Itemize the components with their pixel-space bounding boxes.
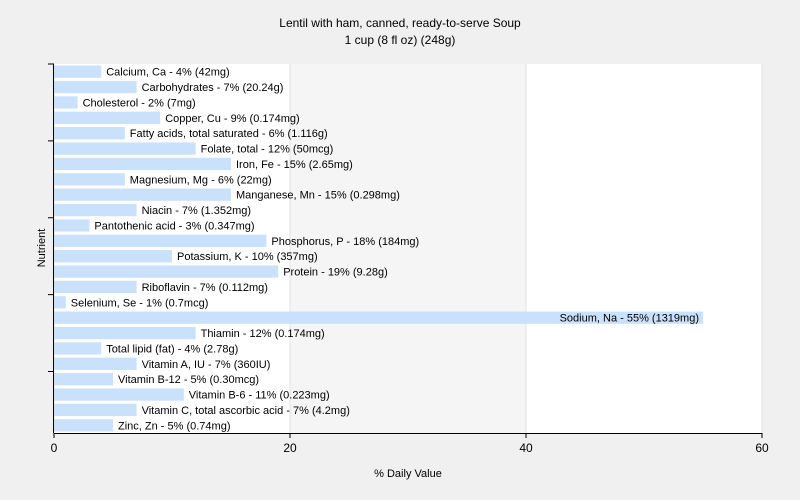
bar [54,326,196,340]
bar [54,280,137,294]
bar-label: Iron, Fe - 15% (2.65mg) [236,159,353,171]
bar [54,142,196,155]
bar-label: Manganese, Mn - 15% (0.298mg) [236,190,400,202]
bar [54,311,703,324]
x-tick-label: 0 [51,441,58,455]
bar-label: Calcium, Ca - 4% (42mg) [106,67,229,79]
bar [54,296,66,309]
bar-label: Zinc, Zn - 5% (0.74mg) [118,420,230,432]
bar [54,234,267,247]
plot-band [526,64,762,433]
x-tick-label: 60 [755,441,769,455]
bar [54,127,125,140]
bar-label: Thiamin - 12% (0.174mg) [201,328,325,340]
bar [54,357,137,370]
bar-label: Vitamin B-12 - 5% (0.30mcg) [118,374,259,386]
bar-label: Protein - 19% (9.28g) [283,267,388,279]
bar-label: Cholesterol - 2% (7mg) [83,97,196,109]
bar-label: Vitamin A, IU - 7% (360IU) [142,359,271,371]
x-tick-label: 40 [519,441,533,455]
plot-band [54,64,290,433]
bar [54,173,125,186]
bar-label: Magnesium, Mg - 6% (22mg) [130,174,272,186]
bar [54,342,102,355]
bar-label: Riboflavin - 7% (0.112mg) [142,282,268,294]
bar-label: Copper, Cu - 9% (0.174mg) [165,113,300,125]
bar-label: Carbohydrates - 7% (20.24g) [142,82,284,94]
bar-label: Selenium, Se - 1% (0.7mcg) [71,297,209,309]
bar-label: Pantothenic acid - 3% (0.347mg) [94,220,254,232]
bar-label: Folate, total - 12% (50mcg) [201,144,334,156]
bar [54,219,90,232]
bar-label: Vitamin B-6 - 11% (0.223mg) [189,390,330,402]
x-axis: 0 20 40 60 [51,433,769,455]
bar [54,250,172,263]
plot-band [290,64,526,433]
y-axis [48,63,54,433]
bar-label: Sodium, Na - 55% (1319mg) [560,313,699,325]
bar [54,403,137,417]
bar-label: Total lipid (fat) - 4% (2.78g) [106,343,238,355]
bar [54,65,102,78]
bar [54,265,279,278]
plot-area [53,64,763,433]
bar [54,157,231,171]
bar [54,203,137,217]
bar-label: Niacin - 7% (1.352mg) [142,205,251,217]
bar [54,388,184,401]
chart-subtitle: 1 cup (8 fl oz) (248g) [345,33,456,47]
x-tick-label: 20 [283,441,297,455]
bar-label: Fatty acids, total saturated - 6% (1.116… [130,128,328,140]
bar [54,111,161,124]
bar-label: Vitamin C, total ascorbic acid - 7% (4.2… [142,405,350,417]
bar-label: Potassium, K - 10% (357mg) [177,251,318,263]
x-axis-title: % Daily Value [374,468,442,480]
bar [54,80,137,94]
bar [54,188,231,201]
bar [54,96,78,109]
bar [54,373,113,386]
bars: Calcium, Ca - 4% (42mg) Carbohydrates - 7… [54,65,703,432]
bar [54,419,113,432]
y-axis-title: Nutrient [36,229,48,268]
chart-title: Lentil with ham, canned, ready-to-serve … [279,16,521,30]
bar-label: Phosphorus, P - 18% (184mg) [271,236,419,248]
